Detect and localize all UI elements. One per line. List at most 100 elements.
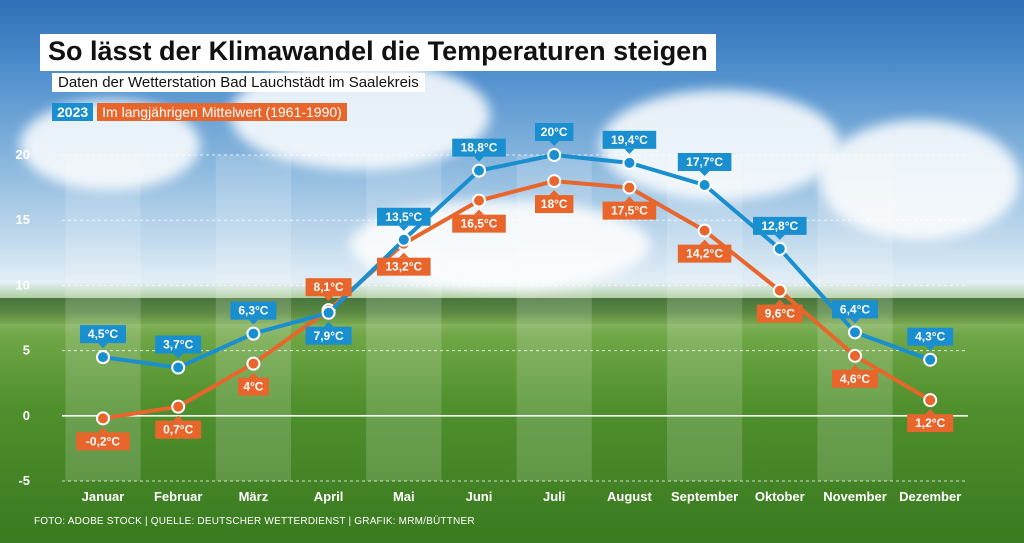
data-point bbox=[246, 326, 261, 341]
data-label-box bbox=[155, 335, 202, 354]
y-tick-label: 15 bbox=[16, 212, 30, 227]
data-label-text: 0,7°C bbox=[163, 423, 193, 437]
data-label-pointer bbox=[248, 372, 259, 378]
y-tick-label: -5 bbox=[18, 473, 30, 488]
data-label: 4,3°C bbox=[907, 327, 954, 351]
data-point bbox=[547, 148, 562, 162]
data-label-box bbox=[832, 369, 878, 388]
x-tick-label: Dezember bbox=[899, 489, 961, 504]
y-tick-label: 5 bbox=[23, 343, 30, 358]
data-label-pointer bbox=[549, 190, 560, 196]
data-point bbox=[96, 350, 110, 365]
data-label-box bbox=[535, 123, 574, 141]
data-label: 16,5°C bbox=[452, 209, 506, 233]
data-label-box bbox=[238, 377, 269, 396]
data-label-box bbox=[80, 325, 126, 344]
data-label-box bbox=[756, 304, 803, 323]
data-label-pointer bbox=[173, 353, 184, 359]
data-label-text: 17,7°C bbox=[686, 155, 723, 169]
data-point bbox=[472, 193, 486, 208]
data-label: 20°C bbox=[535, 123, 574, 146]
x-tick-label: März bbox=[239, 489, 269, 504]
data-label-text: 6,4°C bbox=[840, 302, 870, 316]
data-point bbox=[622, 180, 637, 195]
data-label-text: 18°C bbox=[541, 197, 568, 211]
source-credits: FOTO: ADOBE STOCK | QUELLE: DEUTSCHER WE… bbox=[34, 516, 475, 527]
data-label: 4,5°C bbox=[80, 325, 126, 349]
data-label-text: 1,2°C bbox=[915, 416, 945, 430]
data-label: 19,4°C bbox=[602, 130, 657, 154]
data-label-pointer bbox=[474, 209, 484, 215]
data-label-box bbox=[602, 201, 657, 220]
data-label: 17,7°C bbox=[677, 152, 732, 176]
data-label: 13,5°C bbox=[377, 207, 431, 231]
x-tick-label: August bbox=[607, 489, 652, 504]
month-band bbox=[667, 155, 743, 481]
data-label-text: 13,5°C bbox=[385, 210, 422, 224]
x-tick-label: Mai bbox=[393, 489, 415, 504]
data-label: 3,7°C bbox=[155, 335, 202, 359]
data-point bbox=[923, 352, 938, 367]
data-label-box bbox=[305, 278, 352, 297]
data-label-box bbox=[907, 414, 954, 433]
data-label-text: 4,6°C bbox=[840, 372, 870, 386]
data-label-box bbox=[535, 195, 574, 214]
data-label-box bbox=[602, 130, 657, 149]
data-label-pointer bbox=[98, 343, 108, 349]
data-label-box bbox=[76, 432, 130, 451]
data-label: 18°C bbox=[535, 190, 574, 214]
data-label-box bbox=[832, 300, 878, 319]
data-label-box bbox=[155, 420, 202, 439]
data-label-pointer bbox=[474, 156, 484, 162]
data-label: 6,3°C bbox=[230, 301, 277, 325]
x-axis-ticks: Januar Februar März April Mai Juni Juli August S… bbox=[82, 489, 962, 504]
data-labels: 4,5°C 3,7°C 6,3°C 7,9°C 13,5°C 18,8°C 20°C 19,4… bbox=[76, 123, 954, 451]
data-label-pointer bbox=[323, 296, 334, 302]
data-label-box bbox=[677, 244, 732, 263]
data-label: 17,5°C bbox=[602, 196, 657, 220]
data-label-box bbox=[377, 207, 431, 226]
data-label-pointer bbox=[774, 234, 785, 240]
data-label: 12,8°C bbox=[753, 216, 807, 240]
data-point bbox=[171, 360, 186, 375]
x-tick-label: September bbox=[671, 489, 738, 504]
data-label: 14,2°C bbox=[677, 239, 732, 263]
data-point bbox=[321, 305, 336, 320]
y-tick-label: 10 bbox=[16, 277, 30, 292]
data-label-pointer bbox=[925, 409, 936, 415]
month-band bbox=[366, 155, 442, 481]
data-label: 0,7°C bbox=[155, 415, 202, 439]
data-label-box bbox=[452, 138, 506, 157]
data-label-text: 17,5°C bbox=[611, 204, 648, 218]
x-tick-label: Juli bbox=[543, 489, 565, 504]
data-label-pointer bbox=[624, 148, 635, 154]
data-label-text: -0,2°C bbox=[86, 434, 120, 448]
data-label-text: 6,3°C bbox=[238, 304, 268, 318]
data-label-pointer bbox=[398, 252, 409, 258]
data-point bbox=[472, 163, 486, 178]
data-label: 9,6°C bbox=[756, 299, 803, 323]
data-label: 4,6°C bbox=[832, 364, 878, 388]
data-label-pointer bbox=[850, 364, 860, 370]
data-point bbox=[923, 393, 938, 408]
data-label-pointer bbox=[323, 321, 334, 327]
data-label: 4°C bbox=[238, 372, 269, 396]
data-label-text: 4,5°C bbox=[88, 327, 118, 341]
x-tick-label: Juni bbox=[466, 489, 493, 504]
y-tick-label: 20 bbox=[16, 147, 30, 162]
data-label: 13,2°C bbox=[377, 252, 431, 276]
data-label: 18,8°C bbox=[452, 138, 506, 162]
data-label-box bbox=[753, 216, 807, 235]
data-label-text: 13,2°C bbox=[385, 260, 422, 274]
data-label-box bbox=[377, 257, 431, 276]
data-label-text: 14,2°C bbox=[686, 247, 723, 261]
series-line-average bbox=[101, 179, 933, 421]
data-label-pointer bbox=[699, 170, 710, 176]
data-label-pointer bbox=[624, 196, 635, 202]
data-label-text: 3,7°C bbox=[163, 338, 193, 352]
data-point bbox=[547, 174, 562, 189]
chart-title: So lässt der Klimawandel die Temperature… bbox=[40, 34, 716, 71]
data-label-box bbox=[305, 326, 352, 345]
series-line-2023 bbox=[101, 153, 933, 370]
